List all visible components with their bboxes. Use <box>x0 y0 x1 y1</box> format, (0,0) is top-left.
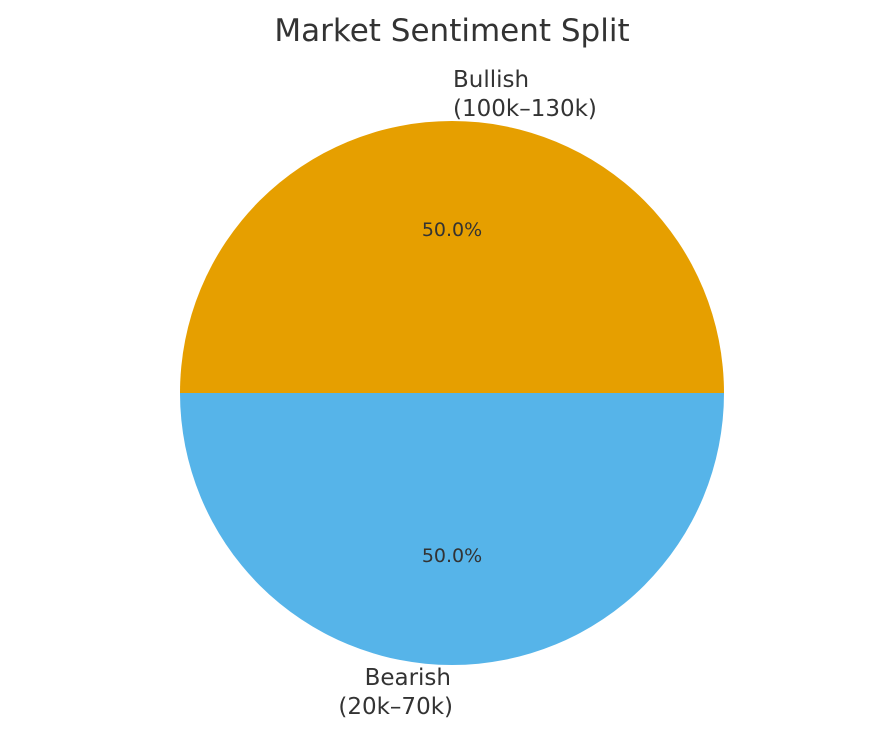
pie-slice-bullish <box>180 121 724 393</box>
slice-label-bullish-range: (100k–130k) <box>453 96 597 122</box>
pie-slice-bearish <box>180 393 724 665</box>
pct-label-bearish: 50.0% <box>422 545 482 567</box>
pie-slices <box>180 121 724 665</box>
pct-label-bullish: 50.0% <box>422 219 482 241</box>
chart-title: Market Sentiment Split <box>274 13 629 49</box>
slice-label-bullish-name: Bullish <box>453 67 529 93</box>
slice-label-bearish-range: (20k–70k) <box>338 694 453 720</box>
slice-label-bearish-name: Bearish <box>365 665 451 691</box>
